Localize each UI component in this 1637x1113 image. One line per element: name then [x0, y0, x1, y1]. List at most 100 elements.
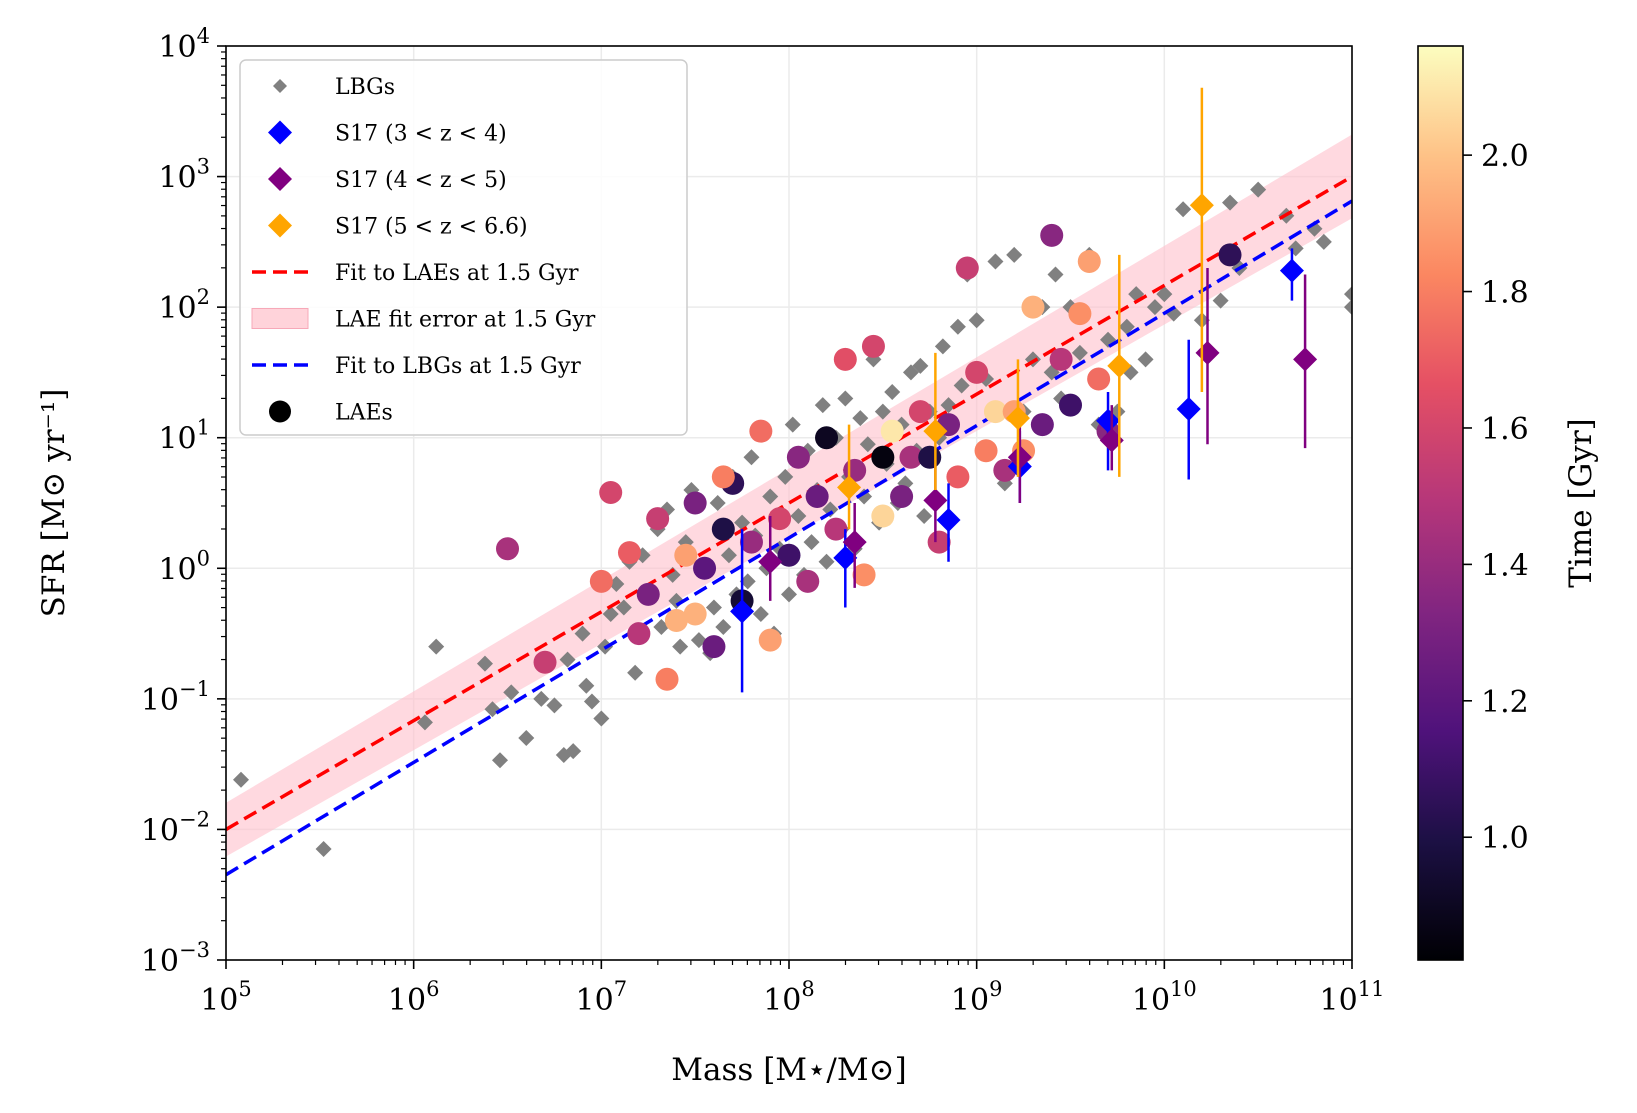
- lbg-point: [233, 771, 250, 788]
- s17-point: [923, 419, 948, 444]
- y-tick-label: 10−3: [141, 938, 210, 979]
- lbg-point: [762, 488, 779, 505]
- lbg-point: [503, 684, 520, 701]
- colorbar-tick-label: 1.4: [1481, 548, 1529, 583]
- lae-point: [617, 541, 641, 565]
- lae-point: [711, 465, 735, 489]
- lbg-point: [940, 397, 957, 414]
- x-tick-label: 1011: [1320, 977, 1385, 1018]
- x-tick-label: 105: [200, 977, 252, 1018]
- x-tick-label: 107: [576, 977, 628, 1018]
- lbg-point: [1006, 246, 1023, 263]
- lbg-point: [814, 397, 831, 414]
- legend: LBGs S17 (3 < z < 4) S17 (4 < z < 5) S17 (5…: [239, 59, 688, 436]
- x-tick-label: 108: [763, 977, 815, 1018]
- legend-label: LAEs: [335, 401, 393, 426]
- y-tick-label: 102: [158, 285, 210, 326]
- lbg-point: [752, 605, 769, 622]
- lae-point: [664, 609, 688, 633]
- s17-point: [837, 475, 862, 500]
- lae-point: [815, 426, 839, 450]
- lae-point: [683, 602, 707, 626]
- lae-point: [777, 543, 801, 567]
- lbg-point: [315, 841, 332, 858]
- s17-points: [730, 87, 1318, 693]
- lbg-point: [837, 390, 854, 407]
- colorbar-tick-label: 1.2: [1481, 685, 1529, 720]
- lbg-point: [884, 384, 901, 401]
- x-axis-label: Mass [M⋆/M⊙]: [671, 1052, 906, 1088]
- s17-point: [1007, 445, 1032, 470]
- lae-point: [861, 334, 885, 358]
- lbg-point: [1118, 318, 1135, 335]
- lbg-point: [1175, 201, 1192, 218]
- lae-point: [1049, 347, 1073, 371]
- colorbar-tick-label: 2.0: [1481, 139, 1529, 174]
- colorbar: 1.0 1.2 1.4 1.6 1.8 2.0: [1417, 45, 1529, 961]
- y-tick-label: 103: [158, 155, 210, 196]
- s17-point: [1189, 193, 1214, 218]
- lbg-point: [593, 710, 610, 727]
- x-tick-label: 109: [951, 977, 1003, 1018]
- lbg-point: [720, 547, 737, 564]
- lbg-point: [739, 573, 756, 590]
- lbg-point: [1137, 351, 1154, 368]
- s17-point: [1279, 258, 1304, 283]
- lae-point: [880, 419, 904, 443]
- lae-point: [683, 491, 707, 515]
- lbg-point: [859, 436, 876, 453]
- lae-point: [646, 507, 670, 531]
- legend-label: LBGs: [335, 75, 395, 100]
- fit-line: [226, 175, 1352, 831]
- lae-point: [796, 569, 820, 593]
- fit-lines: [226, 175, 1352, 877]
- lae-point: [1068, 302, 1092, 326]
- lae-point: [674, 543, 698, 567]
- lbg-point: [1250, 181, 1267, 198]
- x-tick-label: 1010: [1132, 977, 1197, 1018]
- lbg-point: [484, 701, 501, 718]
- lbg-point: [916, 508, 933, 525]
- legend-label: S17 (3 < z < 4): [335, 122, 507, 147]
- colorbar-tick-label: 1.8: [1481, 276, 1529, 311]
- legend-label: S17 (5 < z < 6.6): [335, 215, 528, 240]
- lbg-point: [852, 410, 869, 427]
- lae-point: [852, 563, 876, 587]
- y-tick-label: 10−1: [141, 677, 210, 718]
- lbg-point: [602, 605, 619, 622]
- lbg-point: [627, 664, 644, 681]
- lbg-point: [781, 586, 797, 603]
- lae-point: [965, 360, 989, 384]
- y-axis-label: SFR [M⊙ yr⁻¹]: [36, 389, 72, 618]
- lae-point: [702, 635, 726, 659]
- lae-point: [974, 439, 998, 463]
- fit-line: [226, 199, 1352, 877]
- lae-point: [1059, 393, 1082, 417]
- lbg-point: [874, 403, 891, 420]
- legend-label: Fit to LBGs at 1.5 Gyr: [335, 354, 581, 379]
- legend-marker: [251, 308, 309, 329]
- s17-point: [936, 507, 961, 532]
- lbg-point: [818, 553, 835, 570]
- lbg-point: [715, 619, 732, 636]
- lae-point: [627, 622, 651, 646]
- legend-marker: [268, 213, 292, 238]
- colorbar-label: Time [Gyr]: [1563, 418, 1599, 587]
- lbg-point: [1344, 286, 1352, 303]
- lae-point: [1077, 249, 1101, 273]
- lae-point: [946, 465, 970, 489]
- lbg-point: [790, 508, 807, 525]
- lae-point: [918, 445, 942, 469]
- s17-point: [730, 599, 755, 624]
- lae-point: [496, 537, 519, 561]
- lbg-point: [1212, 292, 1229, 309]
- lbg-point: [1071, 344, 1088, 361]
- lae-point: [1087, 367, 1111, 391]
- lae-point: [833, 347, 857, 371]
- lae-point: [824, 517, 848, 541]
- lbg-point: [546, 697, 563, 714]
- lbg-point: [709, 495, 726, 511]
- legend-label: S17 (4 < z < 5): [335, 168, 507, 193]
- legend-marker: [268, 167, 292, 191]
- lbg-point: [1222, 194, 1239, 211]
